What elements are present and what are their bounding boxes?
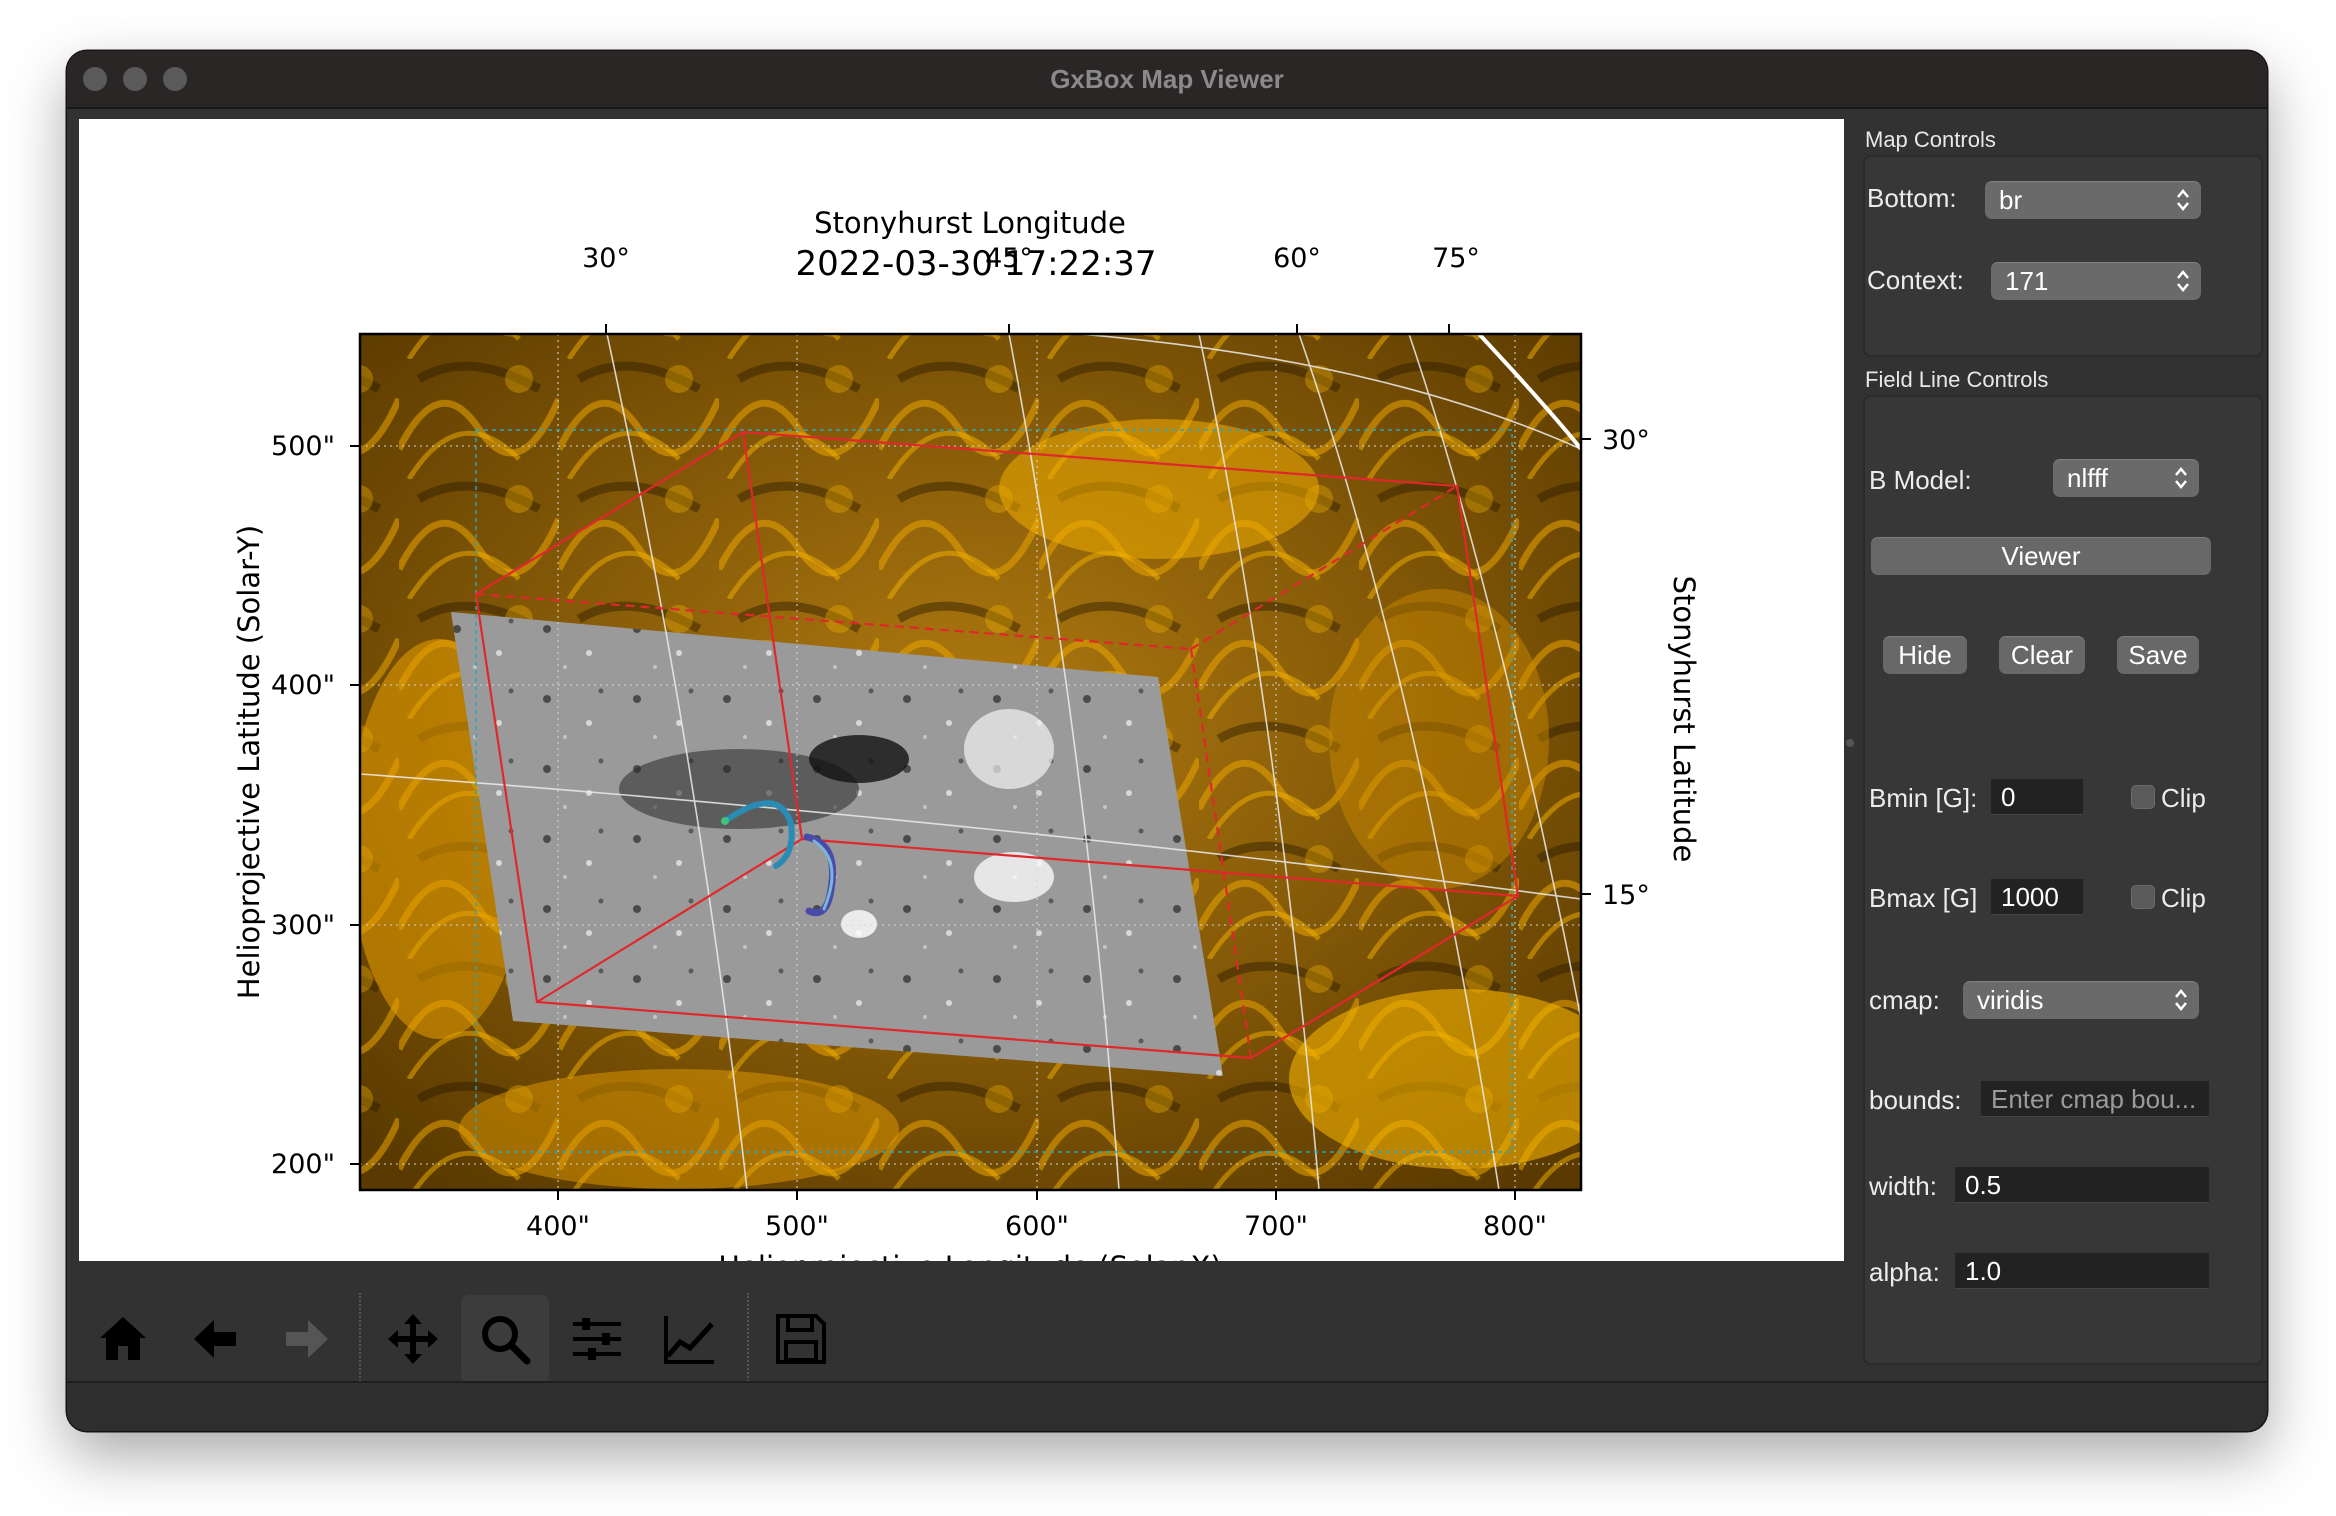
top-tick-label: 45° — [985, 243, 1033, 274]
x-tick-label: 400" — [526, 1211, 590, 1242]
field-line-controls-title: Field Line Controls — [1865, 367, 2049, 392]
b-model-select[interactable]: nlfff — [2053, 459, 2199, 497]
axes-frame — [358, 332, 1583, 1192]
updown-chevron-icon — [2175, 467, 2187, 489]
bmin-label: Bmin [G]: — [1869, 783, 1978, 813]
top-tick-label: 30° — [582, 243, 630, 274]
top-axis-label: Stonyhurst Longitude — [814, 206, 1126, 240]
updown-chevron-icon — [2175, 989, 2187, 1011]
clear-button[interactable]: Clear — [1999, 636, 2085, 674]
context-map-value: 171 — [2005, 266, 2049, 296]
updown-chevron-icon — [2177, 270, 2189, 292]
bmin-clip-label: Clip — [2161, 783, 2206, 813]
alpha-input[interactable]: 1.0 — [1955, 1253, 2209, 1289]
bottom-map-select[interactable]: br — [1985, 181, 2201, 219]
cmap-select[interactable]: viridis — [1963, 981, 2199, 1019]
zoom-window-button[interactable] — [163, 67, 187, 91]
map-controls-title: Map Controls — [1865, 127, 1996, 152]
app-window: GxBox Map Viewer — [67, 51, 2267, 1431]
width-input[interactable]: 0.5 — [1955, 1167, 2209, 1203]
toolbar-separator — [747, 1293, 749, 1385]
right-tick-label: 30° — [1602, 425, 1650, 456]
bounds-label: bounds: — [1869, 1085, 1962, 1115]
pan-icon — [388, 1314, 438, 1364]
map-plot[interactable]: Stonyhurst Longitude 2022-03-30 17:22:37… — [79, 119, 1844, 1261]
customize-button[interactable] — [645, 1295, 733, 1383]
forward-arrow-icon — [286, 1320, 328, 1358]
x-tick-label: 600" — [1005, 1211, 1069, 1242]
bmax-clip-label: Clip — [2161, 883, 2206, 913]
subplots-button[interactable] — [553, 1295, 641, 1383]
x-tick-label: 800" — [1483, 1211, 1547, 1242]
context-map-select[interactable]: 171 — [1991, 262, 2201, 300]
top-tick-label: 60° — [1273, 243, 1321, 274]
subplots-icon — [573, 1318, 621, 1360]
y-tick-label: 300" — [271, 910, 335, 941]
zoom-button[interactable] — [461, 1295, 549, 1383]
zoom-icon — [482, 1316, 531, 1365]
toolbar-separator — [359, 1293, 361, 1385]
y-tick-label: 500" — [271, 431, 335, 462]
status-bar — [67, 1381, 2267, 1431]
title-bar: GxBox Map Viewer — [67, 51, 2267, 109]
context-label: Context: — [1867, 265, 1964, 295]
forward-button[interactable] — [263, 1295, 351, 1383]
control-panel: Map Controls Bottom: br Context: 171 Fie… — [1863, 119, 2263, 1429]
y-axis-label: Helioprojective Latitude (Solar-Y) — [232, 525, 266, 999]
bmax-label: Bmax [G] — [1869, 883, 1978, 913]
customize-icon — [664, 1316, 714, 1364]
viewer-button[interactable]: Viewer — [1871, 537, 2211, 575]
save-icon — [776, 1314, 826, 1364]
right-tick-label: 15° — [1602, 880, 1650, 911]
home-icon — [100, 1317, 146, 1360]
back-arrow-icon — [194, 1320, 236, 1358]
right-axis-label: Stonyhurst Latitude — [1667, 576, 1701, 863]
home-button[interactable] — [79, 1295, 167, 1383]
width-label: width: — [1869, 1171, 1937, 1201]
bmax-input[interactable]: 1000 — [1991, 879, 2083, 915]
alpha-label: alpha: — [1869, 1257, 1940, 1287]
back-button[interactable] — [171, 1295, 259, 1383]
cmap-label: cmap: — [1869, 985, 1940, 1015]
save-figure-button[interactable] — [757, 1295, 845, 1383]
pan-button[interactable] — [369, 1295, 457, 1383]
bmin-clip-checkbox[interactable] — [2131, 785, 2155, 809]
y-tick-label: 200" — [271, 1149, 335, 1180]
updown-chevron-icon — [2177, 189, 2189, 211]
close-window-button[interactable] — [83, 67, 107, 91]
bmin-input[interactable]: 0 — [1991, 779, 2083, 815]
y-tick-label: 400" — [271, 670, 335, 701]
splitter-handle[interactable] — [1846, 739, 1854, 747]
b-model-label: B Model: — [1869, 465, 1972, 495]
save-button[interactable]: Save — [2117, 636, 2199, 674]
plot-title: 2022-03-30 17:22:37 — [795, 244, 1156, 284]
x-axis-label: Helioprojective Longitude (Solar-X) — [718, 1250, 1221, 1261]
minimize-window-button[interactable] — [123, 67, 147, 91]
window-title: GxBox Map Viewer — [1050, 64, 1284, 94]
bottom-map-value: br — [1999, 185, 2023, 215]
top-tick-label: 75° — [1432, 243, 1480, 274]
bmax-clip-checkbox[interactable] — [2131, 885, 2155, 909]
x-tick-label: 700" — [1244, 1211, 1308, 1242]
map-figure[interactable]: Stonyhurst Longitude 2022-03-30 17:22:37… — [79, 119, 1844, 1261]
b-model-value: nlfff — [2067, 463, 2108, 493]
x-tick-label: 500" — [765, 1211, 829, 1242]
bottom-label: Bottom: — [1867, 183, 1957, 213]
plot-toolbar — [79, 1283, 1844, 1395]
magnetogram-overlay — [451, 612, 1223, 1076]
hide-button[interactable]: Hide — [1883, 636, 1967, 674]
cmap-value: viridis — [1977, 985, 2044, 1015]
bounds-input[interactable]: Enter cmap bou... — [1981, 1081, 2209, 1117]
